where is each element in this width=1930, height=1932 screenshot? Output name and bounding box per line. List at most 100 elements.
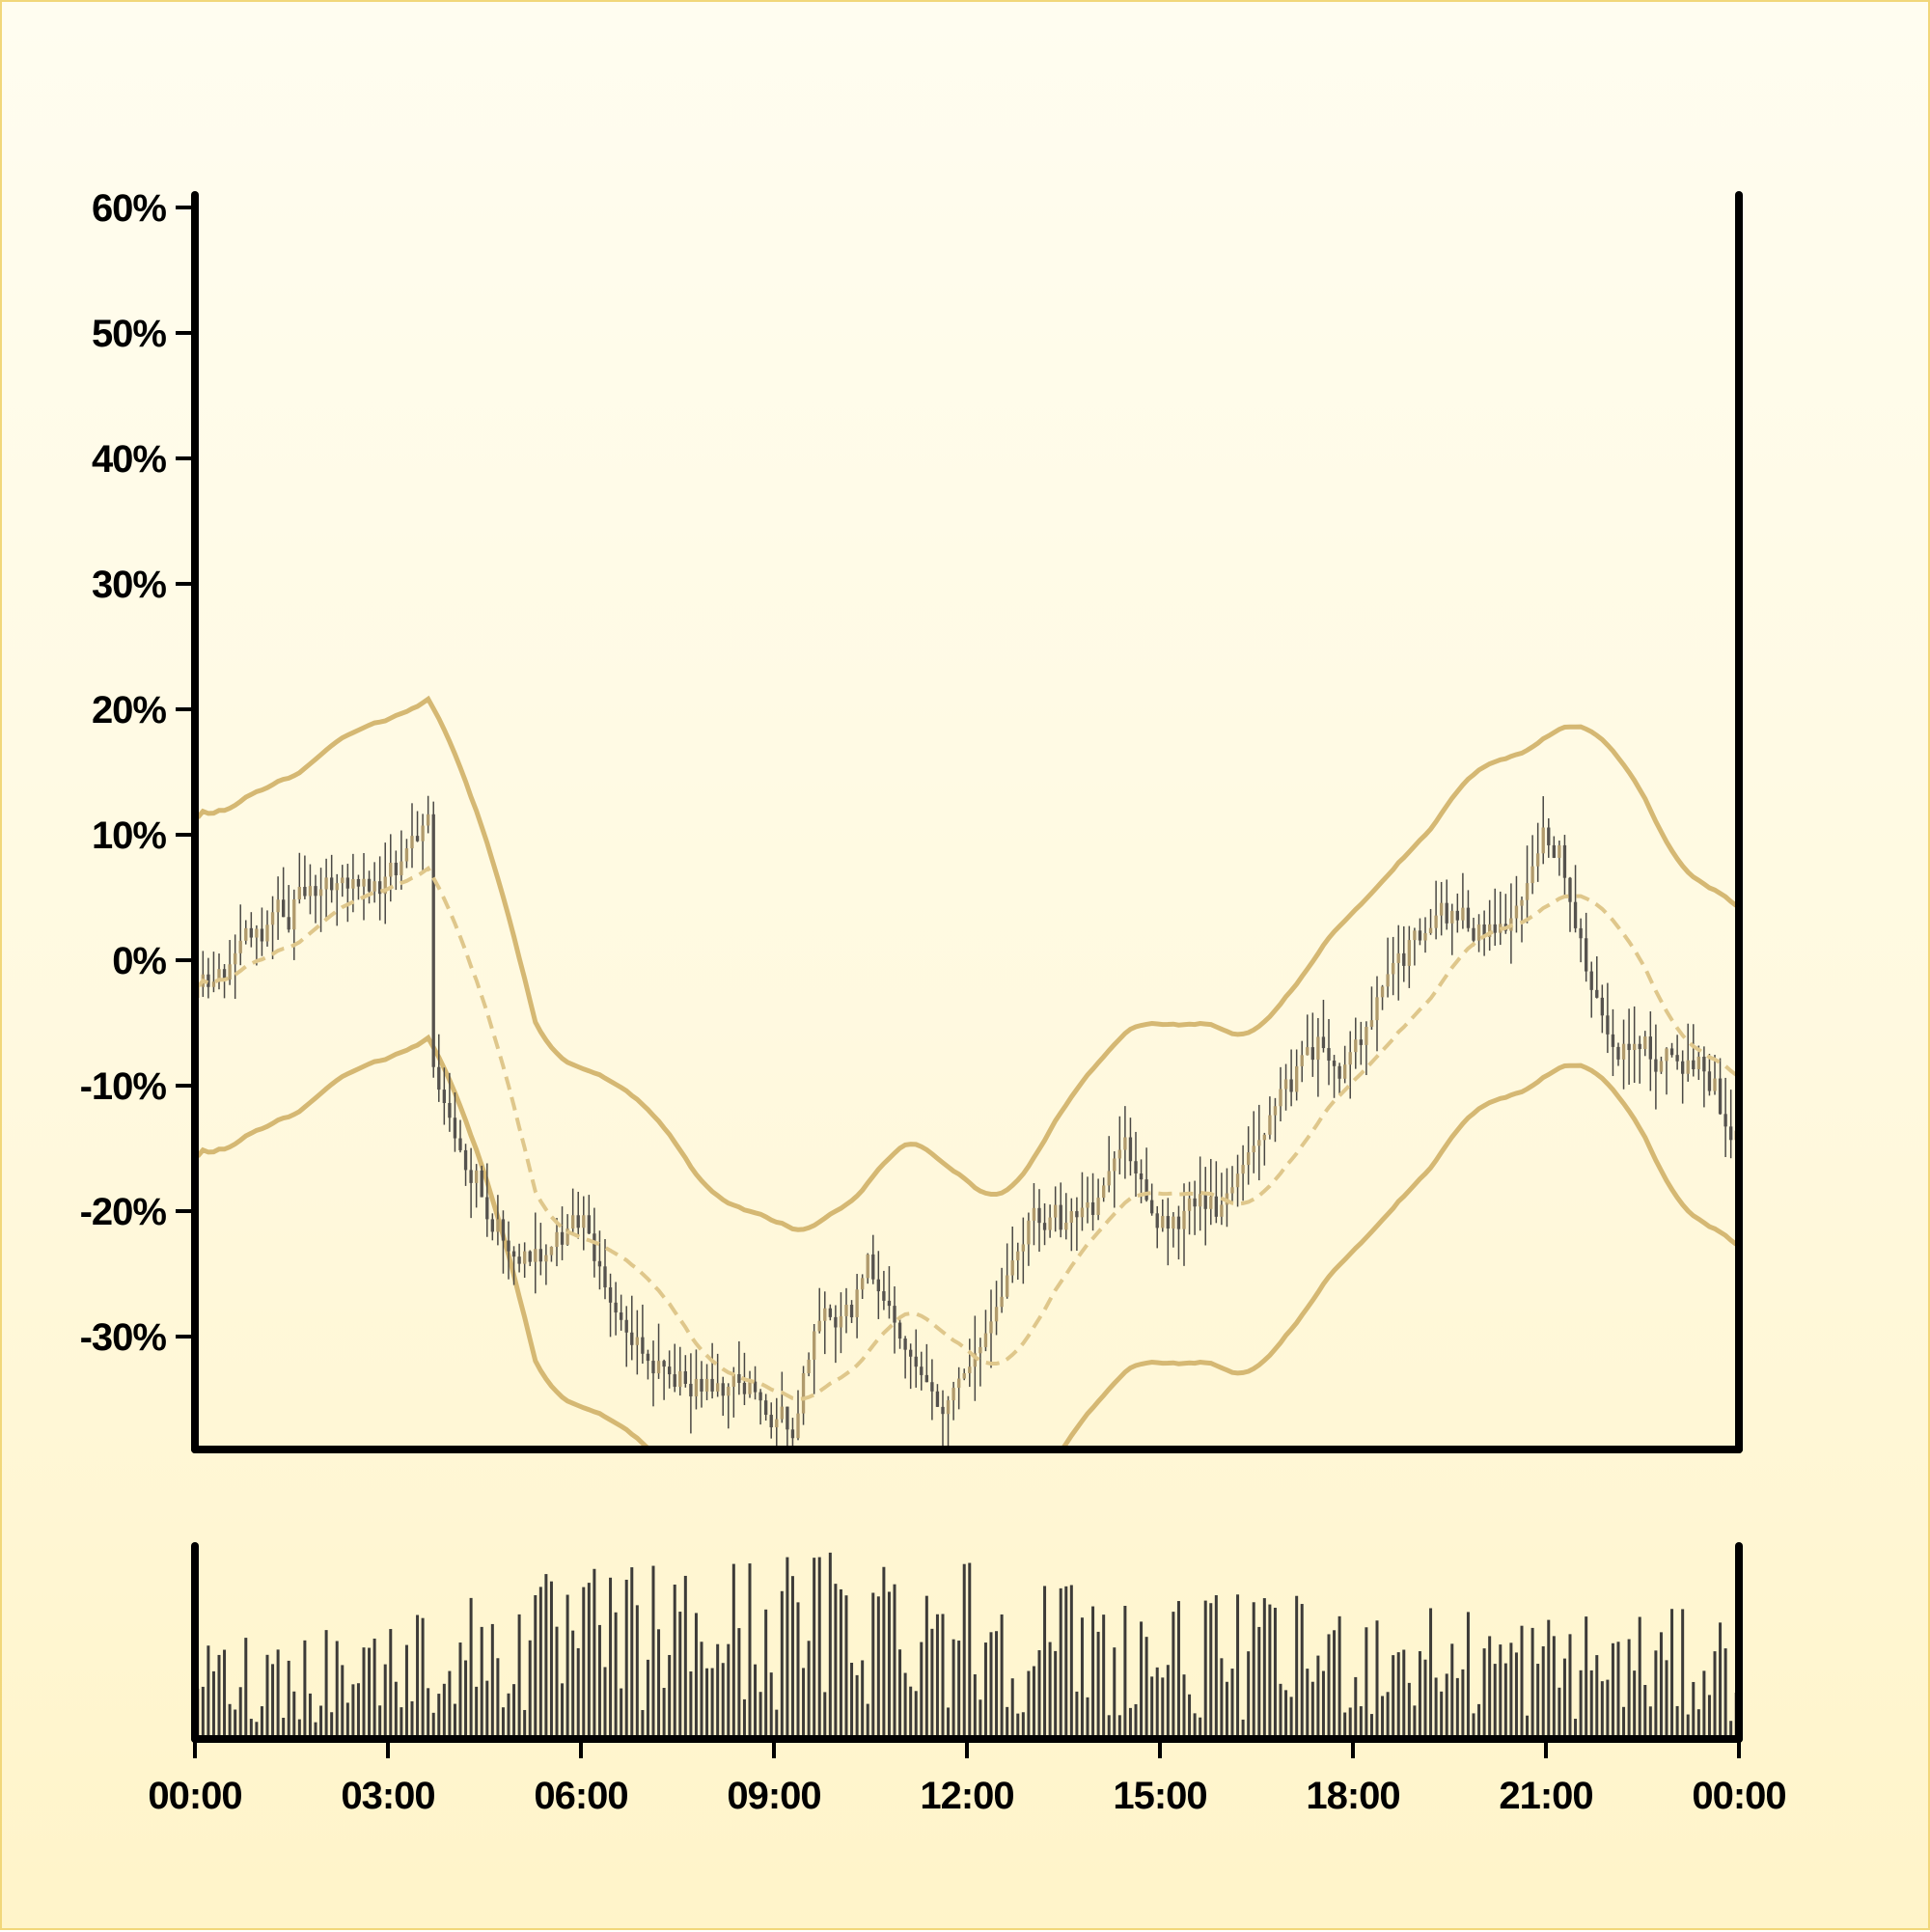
volume-bar [255,1722,259,1739]
candle [855,1274,859,1339]
candle-body [844,1304,848,1316]
volume-bar [501,1707,505,1739]
candle-body [345,877,349,889]
candle-body [635,1337,639,1345]
candle [689,1353,693,1434]
candle-body [207,974,210,987]
candle-body [1472,927,1475,941]
candle-body [421,825,425,842]
volume-bar [249,1719,253,1739]
candle-body [983,1333,988,1347]
candle [1552,836,1556,859]
volume-bar [721,1663,725,1739]
volume-bar [1144,1637,1148,1739]
candle [630,1295,634,1361]
candle-body [775,1419,779,1428]
candle [668,1350,672,1389]
candle-body [367,878,372,892]
candle [813,1324,816,1394]
candle-body [897,1322,902,1339]
candle-body [909,1349,913,1357]
volume-bar [850,1663,854,1739]
candle [608,1273,613,1338]
candle [458,1119,462,1153]
volume-bar [378,1705,382,1739]
volume-bar [882,1566,886,1739]
volume-bar [1225,1681,1228,1739]
volume-bar [844,1595,848,1739]
candle [620,1294,623,1331]
volume-bar [448,1670,452,1739]
candle-body [255,928,259,938]
candle [431,801,435,1078]
volume-bar [389,1629,393,1739]
candle [1000,1267,1004,1313]
candle [1080,1172,1085,1231]
volume-bar [469,1597,473,1739]
candle [260,907,264,956]
candle-body [410,836,414,849]
candle-body [1386,974,1390,987]
candle-body [689,1383,693,1396]
candle-body [549,1246,554,1256]
volume-bar [587,1583,591,1739]
volume-bar [1128,1707,1132,1739]
candle-body [560,1231,565,1245]
candle [823,1291,827,1355]
candle [769,1402,773,1439]
candle [994,1281,999,1336]
candle [463,1144,468,1186]
volume-bar [1188,1694,1192,1739]
volume-bar [855,1674,859,1739]
candle [1283,1063,1288,1111]
candle-body [1220,1204,1224,1217]
candle-body [1392,962,1395,975]
candle [1166,1198,1170,1266]
candle [614,1282,618,1336]
volume-bar [662,1688,666,1739]
candle-body [442,1090,446,1103]
volume-bar [887,1591,891,1739]
volume-bar [683,1575,687,1739]
volume-bar [983,1642,987,1739]
y-tick-label: -10% [80,1065,167,1108]
candle [871,1234,875,1284]
volume-bar [1472,1713,1475,1739]
candle-body [1428,927,1433,933]
volume-bar [989,1632,993,1739]
candle [1064,1193,1068,1240]
candle [1262,1132,1266,1166]
candle [1434,880,1438,940]
candle [983,1310,988,1352]
volume-bar [668,1654,672,1739]
candle-body [404,848,409,862]
candle [1493,888,1497,946]
candle-body [1633,1043,1637,1051]
candle-body [523,1251,527,1264]
candle-body [753,1381,758,1393]
candle [1568,876,1572,932]
candle [721,1376,725,1417]
x-tick-label: 12:00 [920,1775,1013,1817]
candle-body [641,1337,645,1354]
candle-body [769,1415,773,1428]
candle [410,803,414,869]
candle [427,795,430,834]
volume-bar [1696,1709,1700,1739]
candle [1396,925,1400,1001]
candle-body [1707,1071,1712,1091]
candle-body [292,899,296,930]
candle-body [217,969,221,982]
candle [839,1292,843,1354]
candle [1107,1136,1111,1193]
candle-body [716,1383,720,1392]
candle [415,811,420,842]
volume-bar [217,1654,221,1739]
candle-body [1493,924,1497,933]
volume-bar [276,1649,280,1739]
volume-bar [979,1699,982,1739]
candle-body [1139,1173,1144,1180]
candle-body [1123,1137,1127,1150]
volume-bar [694,1613,698,1739]
candle [1337,1063,1341,1094]
